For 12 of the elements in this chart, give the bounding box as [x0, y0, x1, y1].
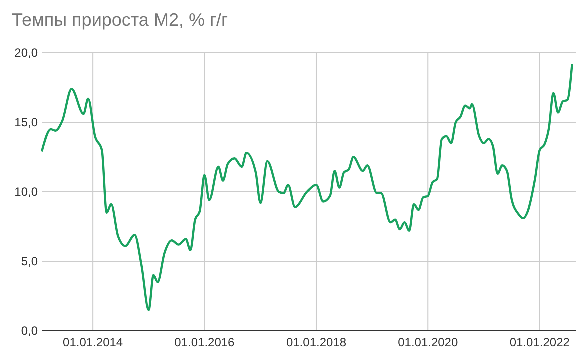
chart-title: Темпы прироста М2, % г/г: [12, 10, 229, 30]
x-tick-label: 01.01.2018: [286, 336, 347, 350]
x-tick-label: 01.01.2022: [510, 336, 570, 350]
y-tick-label: 20,0: [14, 46, 38, 60]
x-tick-label: 01.01.2014: [63, 336, 124, 350]
x-tick-label: 01.01.2016: [174, 336, 236, 350]
y-tick-label: 10,0: [14, 184, 38, 199]
y-tick-label: 5,0: [21, 254, 38, 268]
x-tick-label: 01.01.2020: [398, 336, 458, 350]
line-series: [40, 63, 574, 312]
y-tick-label: 0,0: [21, 324, 38, 338]
y-tick-label: 15,0: [14, 115, 38, 130]
